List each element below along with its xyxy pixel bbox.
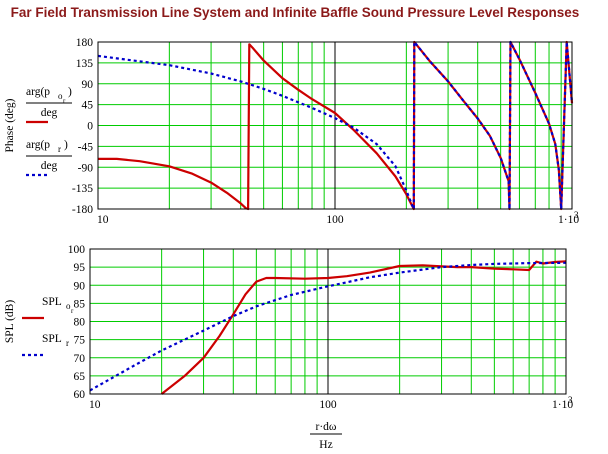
phase-ytick-label: 180	[76, 37, 94, 49]
phase-plot-frame	[97, 41, 573, 210]
spl-xtick-label: 100	[319, 399, 337, 411]
spl-plot-frame	[89, 248, 567, 395]
spl-blue-legend-sub: r	[66, 338, 69, 348]
spl-ytick-label: 95	[74, 262, 86, 274]
phase-red-legend-numerator: arg(p	[26, 86, 50, 98]
phase-red-legend-sub: o	[58, 91, 63, 101]
spl-blue-legend-name: SPL	[42, 333, 62, 345]
spl-ylabel: SPL (dB)	[4, 300, 16, 344]
spl-xtick-sup: 3	[568, 395, 573, 405]
phase-blue-legend-close: )	[64, 139, 68, 151]
phase-xtick-sup: 3	[574, 210, 579, 220]
phase-blue-legend-sub: r	[58, 144, 61, 154]
spl-series-red	[160, 260, 567, 395]
phase-ytick-label: -135	[72, 183, 93, 195]
phase-ytick-label: 0	[87, 121, 93, 133]
phase-ytick-label: -180	[72, 204, 93, 216]
spl-xtick-label: 1·10	[552, 399, 573, 411]
spl-red-legend-name: SPL	[42, 296, 62, 308]
spl-ytick-label: 70	[74, 353, 86, 365]
phase-ytick-label: -45	[78, 141, 94, 153]
phase-xtick-label: 1·10	[558, 214, 579, 226]
chart-title: Far Field Transmission Line System and I…	[10, 5, 580, 20]
spl-red-legend-sub: o	[66, 301, 71, 311]
spl-ytick-label: 60	[74, 389, 86, 401]
phase-red-legend-subsub: r	[63, 97, 66, 105]
phase-blue-legend-numerator: arg(p	[26, 139, 50, 151]
phase-ytick-label: 45	[82, 100, 94, 112]
phase-red-legend-denominator: deg	[41, 107, 58, 119]
spl-ytick-label: 100	[68, 244, 86, 256]
phase-ytick-label: 90	[82, 79, 94, 91]
phase-red-legend-close: )	[68, 86, 72, 98]
phase-xtick-label: 100	[326, 214, 344, 226]
phase-ytick-label: 135	[76, 58, 94, 70]
spl-ytick-label: 90	[74, 280, 86, 292]
spl-ytick-label: 80	[74, 317, 86, 329]
phase-ylabel: Phase (deg)	[4, 98, 16, 152]
phase-xtick-label: 10	[97, 214, 109, 226]
spl-xlabel-numerator: r·dω	[316, 421, 337, 433]
spl-ytick-label: 65	[74, 371, 86, 383]
spl-red-legend-subsub: r	[71, 307, 74, 315]
spl-ytick-label: 85	[74, 298, 86, 310]
spl-xlabel-denominator: Hz	[319, 439, 332, 451]
phase-ytick-label: -90	[78, 162, 94, 174]
spl-series-blue	[89, 261, 567, 392]
spl-ytick-label: 75	[74, 335, 86, 347]
phase-blue-legend-denominator: deg	[41, 160, 58, 172]
spl-xtick-label: 10	[89, 399, 101, 411]
